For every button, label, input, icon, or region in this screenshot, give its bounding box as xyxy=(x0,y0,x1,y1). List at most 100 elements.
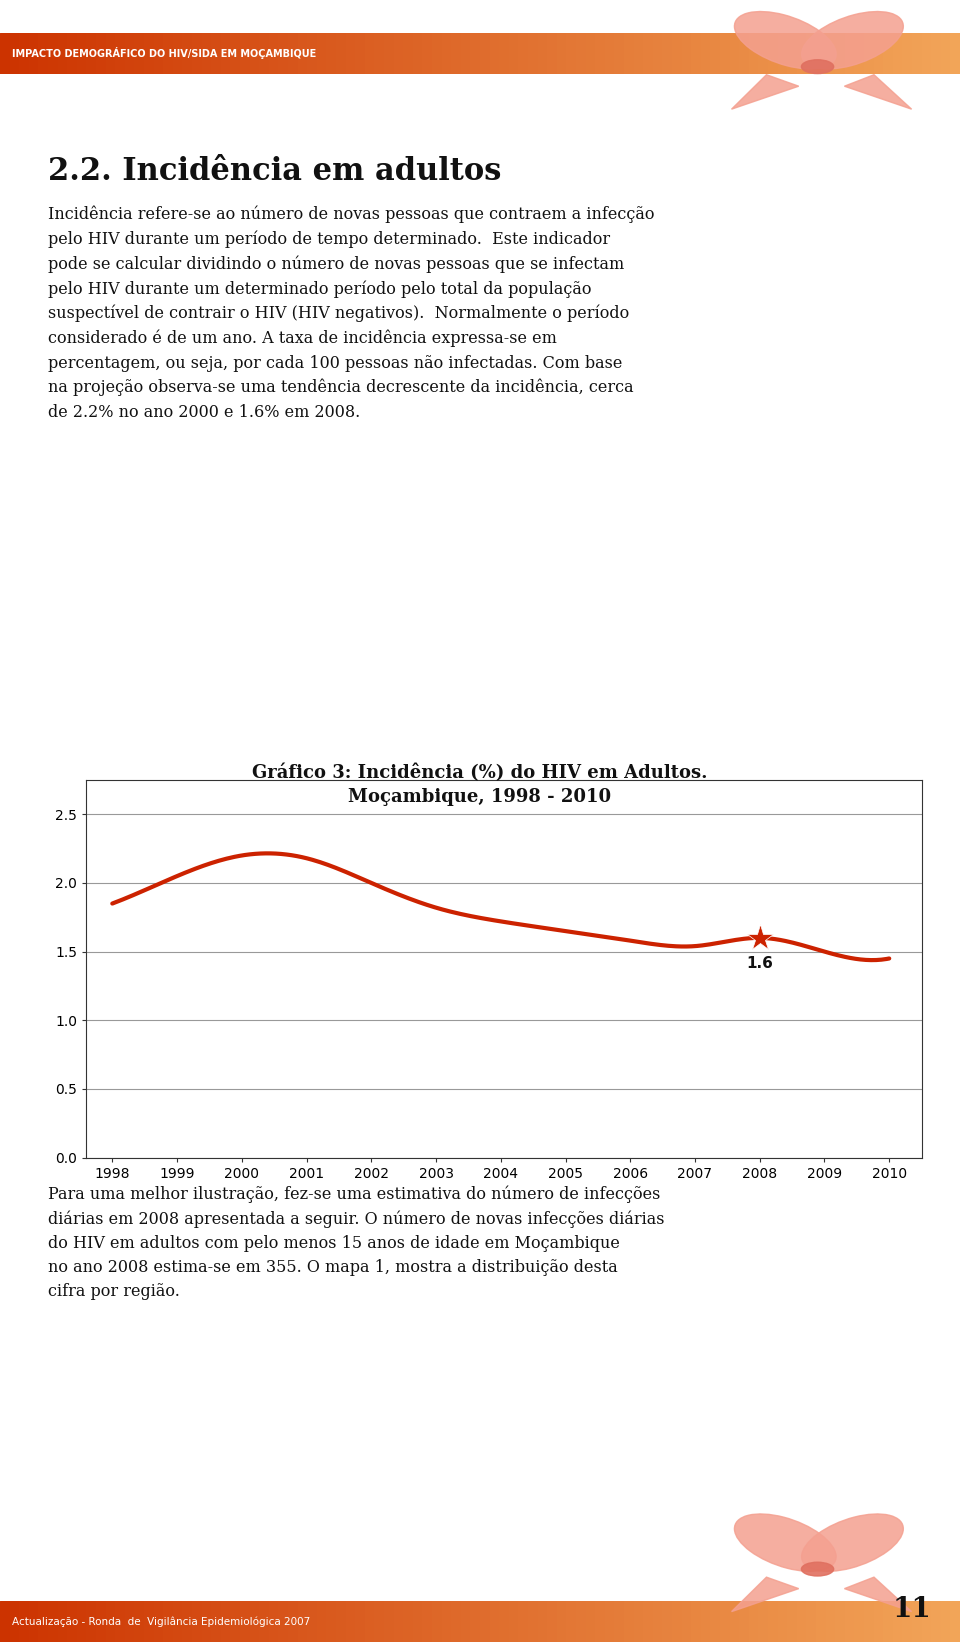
Bar xyxy=(845,1601,854,1642)
Text: 1.6: 1.6 xyxy=(746,956,773,970)
Bar xyxy=(365,1601,374,1642)
Bar xyxy=(778,33,787,74)
Bar xyxy=(691,1601,701,1642)
Bar xyxy=(413,1601,422,1642)
Bar xyxy=(317,1601,326,1642)
Bar xyxy=(739,1601,749,1642)
Bar xyxy=(422,33,432,74)
Bar xyxy=(893,1601,902,1642)
Bar xyxy=(67,33,77,74)
Bar xyxy=(797,33,806,74)
Bar xyxy=(96,1601,106,1642)
Bar xyxy=(154,1601,163,1642)
Bar xyxy=(480,33,490,74)
Bar xyxy=(298,1601,307,1642)
Bar xyxy=(912,33,922,74)
Bar xyxy=(634,1601,643,1642)
Bar xyxy=(230,33,240,74)
Bar xyxy=(509,33,518,74)
Bar xyxy=(106,1601,115,1642)
Bar xyxy=(653,1601,662,1642)
Bar xyxy=(499,33,509,74)
Bar xyxy=(518,1601,528,1642)
Text: Incidência refere-se ao número de novas pessoas que contraem a infecção
pelo HIV: Incidência refere-se ao número de novas … xyxy=(48,205,655,420)
Bar xyxy=(672,1601,682,1642)
Bar xyxy=(346,33,355,74)
Bar xyxy=(192,1601,202,1642)
Bar xyxy=(499,1601,509,1642)
Bar xyxy=(442,1601,451,1642)
Bar xyxy=(538,33,547,74)
Polygon shape xyxy=(732,74,799,108)
Bar xyxy=(317,33,326,74)
Bar xyxy=(931,1601,941,1642)
Bar xyxy=(269,33,278,74)
Bar xyxy=(422,1601,432,1642)
Bar xyxy=(48,33,58,74)
Bar xyxy=(758,33,768,74)
Bar xyxy=(403,1601,413,1642)
Bar xyxy=(96,33,106,74)
Bar xyxy=(749,1601,758,1642)
Bar xyxy=(58,1601,67,1642)
Bar xyxy=(144,33,154,74)
Bar xyxy=(134,33,144,74)
Bar xyxy=(509,1601,518,1642)
Bar xyxy=(19,33,29,74)
Bar xyxy=(605,33,614,74)
Bar xyxy=(326,1601,336,1642)
Bar xyxy=(211,1601,221,1642)
Bar xyxy=(163,1601,173,1642)
Bar xyxy=(922,33,931,74)
Bar xyxy=(250,1601,259,1642)
Bar xyxy=(643,33,653,74)
Bar xyxy=(470,1601,480,1642)
Bar xyxy=(720,33,730,74)
Bar xyxy=(288,1601,298,1642)
Bar xyxy=(624,1601,634,1642)
Bar xyxy=(826,33,835,74)
Bar xyxy=(58,33,67,74)
Bar xyxy=(394,33,403,74)
Bar xyxy=(653,33,662,74)
Bar xyxy=(662,1601,672,1642)
Bar xyxy=(432,33,442,74)
Bar xyxy=(374,1601,384,1642)
Text: Actualização - Ronda  de  Vigilância Epidemiológica 2007: Actualização - Ronda de Vigilância Epide… xyxy=(12,1616,310,1627)
Bar xyxy=(778,1601,787,1642)
Text: Gráfico 3: Incidência (%) do HIV em Adultos.
Moçambique, 1998 - 2010: Gráfico 3: Incidência (%) do HIV em Adul… xyxy=(252,764,708,806)
Bar xyxy=(202,33,211,74)
Bar xyxy=(845,33,854,74)
Bar xyxy=(461,1601,470,1642)
Bar xyxy=(691,33,701,74)
Bar xyxy=(451,1601,461,1642)
Polygon shape xyxy=(732,1576,799,1612)
Bar xyxy=(0,1601,10,1642)
Bar xyxy=(701,1601,710,1642)
Bar xyxy=(202,1601,211,1642)
Bar xyxy=(806,33,816,74)
Bar xyxy=(787,1601,797,1642)
Bar xyxy=(576,33,586,74)
Bar xyxy=(922,1601,931,1642)
Bar xyxy=(269,1601,278,1642)
Text: IMPACTO DEMOGRÁFICO DO HIV/SIDA EM MOÇAMBIQUE: IMPACTO DEMOGRÁFICO DO HIV/SIDA EM MOÇAM… xyxy=(12,48,316,59)
Bar xyxy=(355,33,365,74)
Bar xyxy=(490,1601,499,1642)
Bar xyxy=(864,33,874,74)
Bar xyxy=(941,1601,950,1642)
Bar xyxy=(557,1601,566,1642)
Bar xyxy=(67,1601,77,1642)
Bar xyxy=(259,1601,269,1642)
Bar xyxy=(874,1601,883,1642)
Bar xyxy=(518,33,528,74)
Bar xyxy=(662,33,672,74)
Bar xyxy=(374,33,384,74)
Ellipse shape xyxy=(734,11,836,69)
Bar xyxy=(259,33,269,74)
Bar xyxy=(163,33,173,74)
Bar xyxy=(365,33,374,74)
Bar xyxy=(806,1601,816,1642)
Bar xyxy=(307,33,317,74)
Bar xyxy=(230,1601,240,1642)
